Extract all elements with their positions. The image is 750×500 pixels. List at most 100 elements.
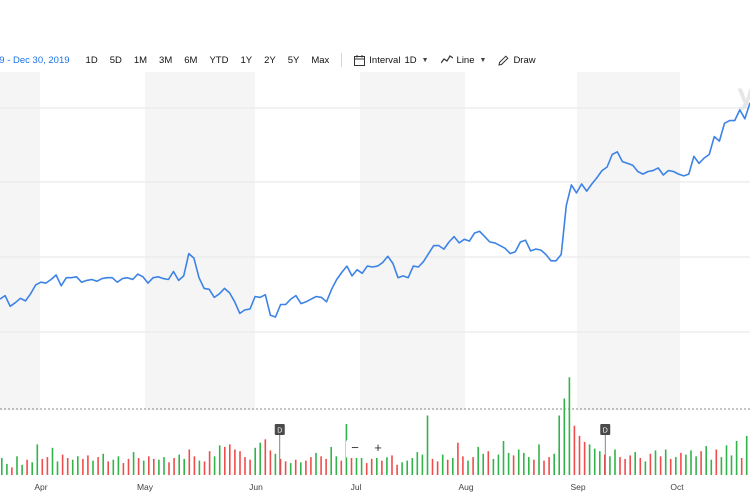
volume-bar xyxy=(695,456,697,475)
chart-type-dropdown[interactable]: Line ▼ xyxy=(435,55,493,66)
volume-bar xyxy=(259,442,261,475)
x-axis-label: Oct xyxy=(670,482,684,492)
volume-bar xyxy=(720,457,723,475)
dividend-marker[interactable]: D xyxy=(600,424,611,475)
volume-bar xyxy=(548,457,550,475)
volume-bar xyxy=(629,455,631,475)
date-range-label[interactable]: 19 - Dec 30, 2019 xyxy=(0,54,70,66)
volume-bar xyxy=(350,454,353,475)
range-buttons: 1D 5D 1M 3M 6M YTD 1Y 2Y 5Y Max xyxy=(80,55,336,66)
range-button-5y[interactable]: 5Y xyxy=(287,54,300,66)
volume-bar xyxy=(497,454,500,475)
volume-bar xyxy=(391,455,393,475)
volume-bar xyxy=(97,457,99,475)
volume-bar xyxy=(735,441,738,475)
range-button-3m[interactable]: 3M xyxy=(159,54,173,66)
range-button-6m[interactable]: 6M xyxy=(184,54,198,66)
volume-bar xyxy=(66,458,69,475)
volume-bar xyxy=(538,444,540,475)
x-axis-label: Jun xyxy=(249,482,263,492)
month-band xyxy=(360,72,465,410)
volume-bar xyxy=(675,457,677,475)
volume-bar xyxy=(330,446,332,475)
range-button-5d[interactable]: 5D xyxy=(109,54,122,66)
volume-bar xyxy=(553,453,555,476)
dividend-marker-label: D xyxy=(277,428,282,435)
volume-bar xyxy=(71,459,74,475)
range-button-ytd[interactable]: YTD xyxy=(209,54,229,66)
zoom-out-button[interactable]: − xyxy=(346,440,364,458)
volume-bar xyxy=(102,453,104,476)
volume-bar xyxy=(224,446,226,475)
volume-bar xyxy=(244,457,246,475)
volume-bar xyxy=(376,452,378,475)
month-band xyxy=(577,72,680,410)
volume-bar xyxy=(725,445,728,476)
volume-bar xyxy=(310,457,312,475)
volume-bar xyxy=(269,450,272,475)
range-button-1y[interactable]: 1Y xyxy=(240,54,253,66)
volume-bar xyxy=(381,460,383,475)
volume-bar xyxy=(142,460,145,475)
volume-bar xyxy=(457,442,459,475)
volume-bar xyxy=(46,457,49,475)
x-axis-label: Jul xyxy=(351,482,362,492)
volume-bar xyxy=(523,452,525,475)
volume-bar xyxy=(31,462,33,476)
x-axis-label: Apr xyxy=(34,482,47,492)
volume-bar xyxy=(664,449,667,475)
volume-bar xyxy=(51,447,54,475)
range-button-1m[interactable]: 1M xyxy=(133,54,148,66)
volume-bar xyxy=(183,458,185,475)
price-chart[interactable]: D D Apr May Jun Jul Aug Sep Oct xyxy=(0,72,750,500)
range-button-max[interactable]: Max xyxy=(311,54,330,66)
volume-bar xyxy=(26,459,28,475)
dividend-marker[interactable]: D xyxy=(274,424,285,475)
volume-bar xyxy=(213,456,216,475)
range-button-2y[interactable]: 2Y xyxy=(264,54,276,66)
volume-bar xyxy=(573,425,576,475)
volume-bar xyxy=(700,451,702,475)
volume-bar xyxy=(406,460,408,475)
line-chart-icon xyxy=(440,55,453,64)
volume-bar xyxy=(421,454,424,475)
volume-bar xyxy=(639,458,642,475)
volume-bar xyxy=(279,458,282,475)
volume-bar xyxy=(654,450,657,475)
volume-bar xyxy=(132,452,135,475)
volume-bar xyxy=(619,457,621,475)
range-button-1d[interactable]: 1D xyxy=(85,54,98,66)
volume-bar xyxy=(482,453,484,476)
volume-bar xyxy=(61,454,64,475)
volume-bar xyxy=(568,377,571,476)
volume-bar xyxy=(264,439,267,475)
volume-bar xyxy=(431,458,434,475)
volume-bar xyxy=(558,415,560,475)
volume-bar xyxy=(507,452,510,475)
volume-bar xyxy=(254,447,256,475)
volume-bar xyxy=(690,450,692,475)
interval-dropdown[interactable]: Interval 1D ▼ xyxy=(348,54,434,66)
volume-bar xyxy=(122,463,125,475)
volume-bar xyxy=(163,457,165,475)
calendar-icon xyxy=(354,54,366,66)
volume-bar xyxy=(436,461,439,475)
volume-bar xyxy=(320,456,322,475)
zoom-in-button[interactable]: + xyxy=(369,440,387,458)
volume-bar xyxy=(563,398,566,475)
volume-bar xyxy=(386,457,388,475)
pencil-icon xyxy=(498,54,509,66)
volume-bar xyxy=(659,456,662,475)
volume-bar xyxy=(203,461,206,475)
volume-bar xyxy=(234,449,236,475)
volume-bar xyxy=(77,456,79,475)
volume-bar xyxy=(274,453,277,476)
volume-bar xyxy=(669,458,672,475)
interval-label: Interval xyxy=(369,54,401,66)
brand-watermark: y xyxy=(737,78,750,111)
volume-bar xyxy=(325,458,327,475)
volume-bar xyxy=(158,459,160,475)
draw-button[interactable]: Draw xyxy=(492,55,541,66)
volume-bar xyxy=(588,444,591,475)
volume-bar xyxy=(543,460,545,475)
